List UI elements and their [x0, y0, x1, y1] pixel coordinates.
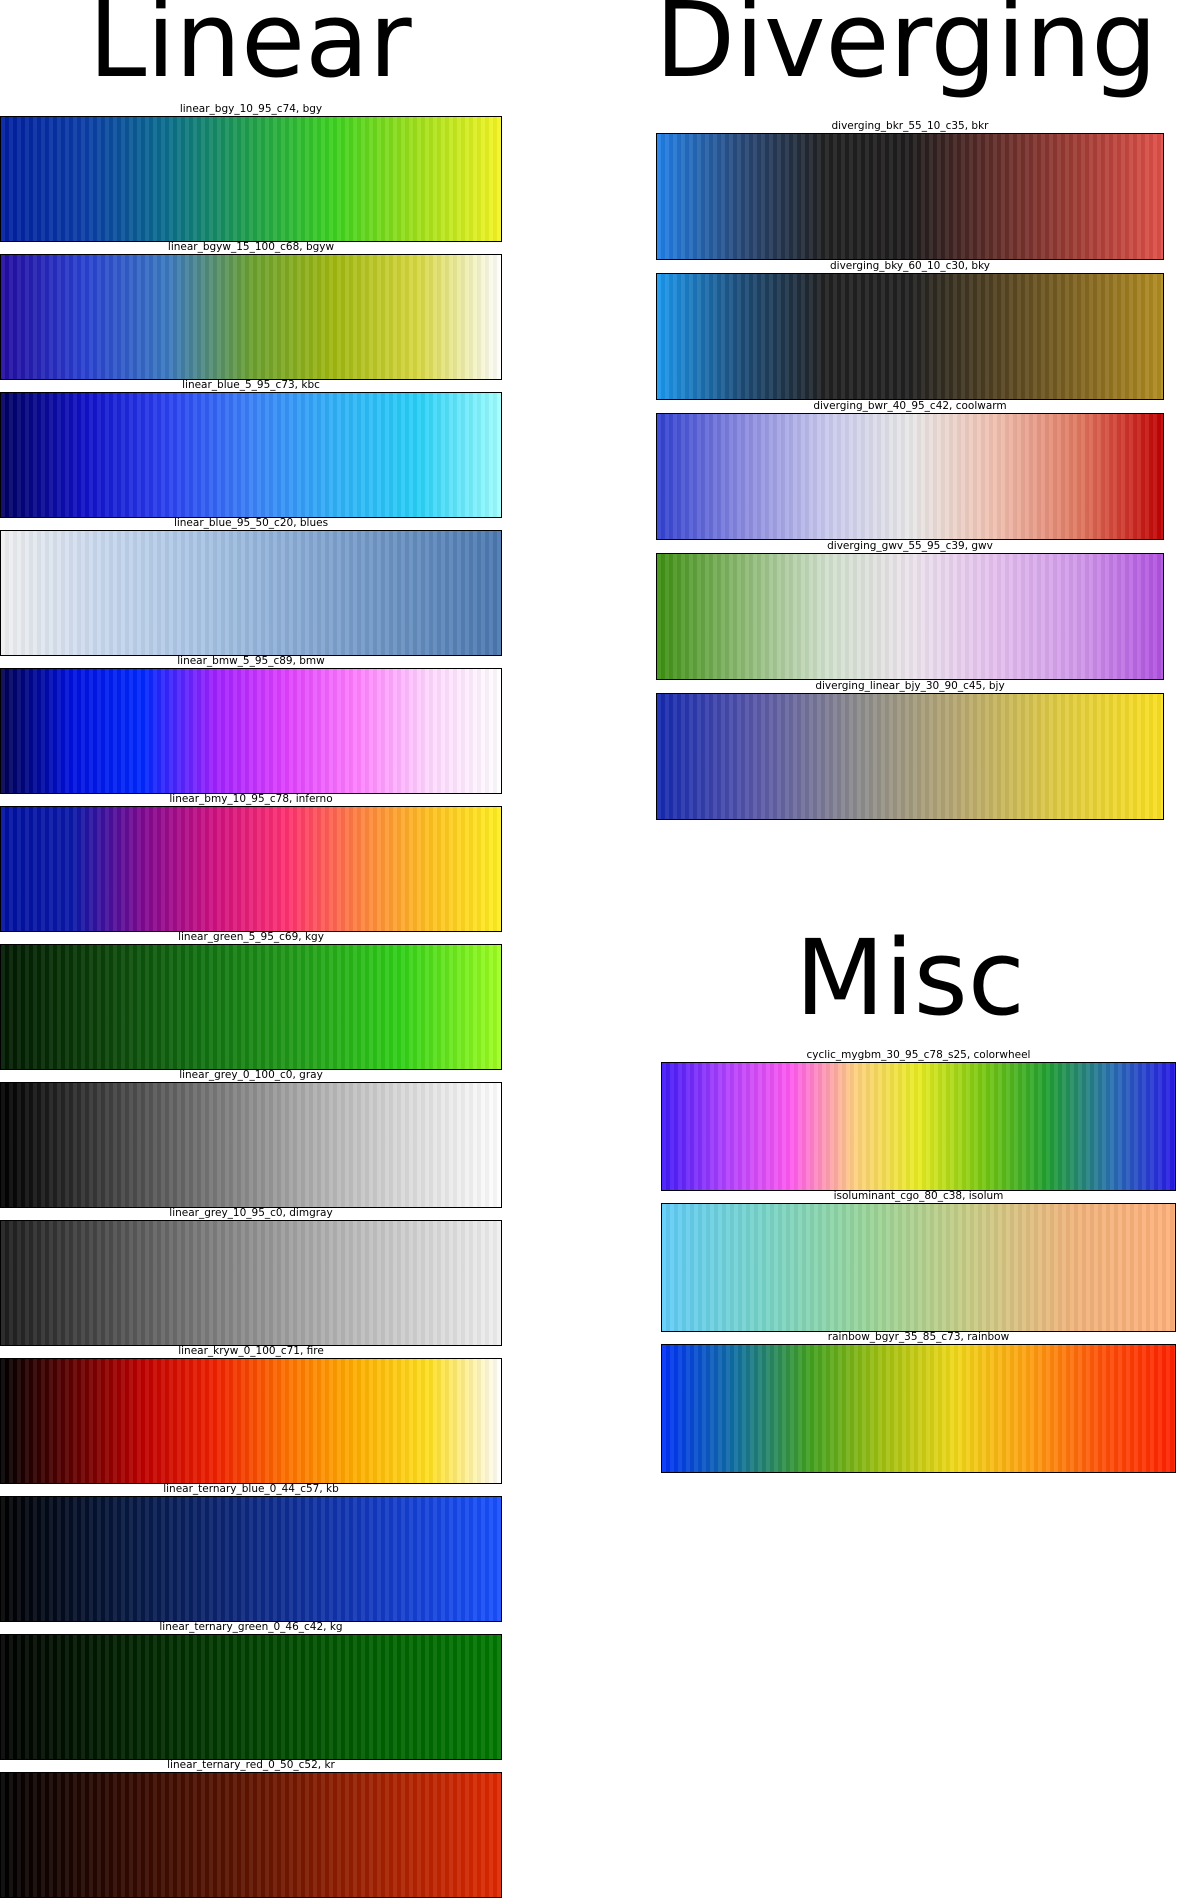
- colormap-gradient-bar: [0, 530, 502, 656]
- colormap-label: isoluminant_cgo_80_c38, isolum: [833, 1190, 1004, 1202]
- heading-diverging: Diverging: [655, 0, 1158, 101]
- colormap-gradient-bar: [0, 1358, 502, 1484]
- colormap-label: linear_grey_0_100_c0, gray: [179, 1069, 323, 1081]
- colormap-gradient-bar: [656, 413, 1164, 540]
- colormap-label: linear_bgy_10_95_c74, bgy: [179, 103, 323, 115]
- colormap-label: diverging_bky_60_10_c30, bky: [830, 260, 990, 272]
- colormap-label: cyclic_mygbm_30_95_c78_s25, colorwheel: [806, 1049, 1031, 1061]
- colormap-stripe-texture: [1, 1083, 501, 1207]
- colormap-label: linear_green_5_95_c69, kgy: [178, 931, 324, 943]
- colormap-stripe-texture: [657, 554, 1163, 679]
- colormap-stripe-texture: [657, 274, 1163, 399]
- linear-colormap: linear_blue_5_95_c73, kbc: [0, 378, 502, 518]
- diverging-colormap: diverging_gwv_55_95_c39, gwv: [656, 539, 1164, 680]
- colormap-stripe-texture: [657, 694, 1163, 819]
- colormap-gradient-bar: [0, 1082, 502, 1208]
- colormap-gradient-bar: [0, 1496, 502, 1622]
- colormap-label: linear_blue_95_50_c20, blues: [173, 517, 329, 529]
- colormap-stripe-texture: [662, 1345, 1175, 1472]
- colormap-stripe-texture: [657, 134, 1163, 259]
- colormap-stripe-texture: [1, 255, 501, 379]
- colormap-stripe-texture: [1, 1359, 501, 1483]
- colormap-label: linear_bmy_10_95_c78, inferno: [169, 793, 333, 805]
- linear-colormap: linear_grey_0_100_c0, gray: [0, 1068, 502, 1208]
- linear-colormap: linear_bgyw_15_100_c68, bgyw: [0, 240, 502, 380]
- linear-colormap: linear_ternary_red_0_50_c52, kr: [0, 1758, 502, 1898]
- colormap-gradient-bar: [0, 116, 502, 242]
- heading-linear: Linear: [88, 0, 412, 101]
- colormap-stripe-texture: [1, 393, 501, 517]
- colormap-gradient-bar: [656, 693, 1164, 820]
- diverging-colormap: diverging_bky_60_10_c30, bky: [656, 259, 1164, 400]
- colormap-gradient-bar: [0, 806, 502, 932]
- colormap-gradient-bar: [656, 273, 1164, 400]
- colormap-label: linear_grey_10_95_c0, dimgray: [169, 1207, 333, 1219]
- colormap-gradient-bar: [0, 1772, 502, 1898]
- colormap-gradient-bar: [0, 1634, 502, 1760]
- misc-colormap: cyclic_mygbm_30_95_c78_s25, colorwheel: [661, 1048, 1176, 1191]
- colormap-stripe-texture: [1, 1635, 501, 1759]
- colormap-label: linear_ternary_red_0_50_c52, kr: [167, 1759, 335, 1771]
- diverging-colormap: diverging_bkr_55_10_c35, bkr: [656, 119, 1164, 260]
- colormap-gradient-bar: [0, 392, 502, 518]
- colormap-gradient-bar: [0, 254, 502, 380]
- colormap-label: diverging_bwr_40_95_c42, coolwarm: [813, 400, 1007, 412]
- colormap-gradient-bar: [0, 668, 502, 794]
- linear-colormap: linear_bmy_10_95_c78, inferno: [0, 792, 502, 932]
- colormap-label: diverging_gwv_55_95_c39, gwv: [827, 540, 993, 552]
- diverging-colormap: diverging_linear_bjy_30_90_c45, bjy: [656, 679, 1164, 820]
- colormap-label: rainbow_bgyr_35_85_c73, rainbow: [827, 1331, 1010, 1343]
- colormap-stripe-texture: [1, 807, 501, 931]
- linear-colormap: linear_green_5_95_c69, kgy: [0, 930, 502, 1070]
- linear-colormap: linear_ternary_green_0_46_c42, kg: [0, 1620, 502, 1760]
- colormap-stripe-texture: [662, 1204, 1175, 1331]
- colormap-stripe-texture: [1, 531, 501, 655]
- colormap-gradient-bar: [661, 1344, 1176, 1473]
- colormap-gradient-bar: [661, 1062, 1176, 1191]
- colormap-label: linear_kryw_0_100_c71, fire: [178, 1345, 324, 1357]
- linear-colormap: linear_ternary_blue_0_44_c57, kb: [0, 1482, 502, 1622]
- colormap-gradient-bar: [661, 1203, 1176, 1332]
- diverging-colormap: diverging_bwr_40_95_c42, coolwarm: [656, 399, 1164, 540]
- colormap-stripe-texture: [1, 1221, 501, 1345]
- colormap-gradient-bar: [0, 1220, 502, 1346]
- colormap-gradient-bar: [656, 553, 1164, 680]
- colormap-label: diverging_linear_bjy_30_90_c45, bjy: [815, 680, 1005, 692]
- colormap-stripe-texture: [1, 945, 501, 1069]
- colormap-stripe-texture: [1, 117, 501, 241]
- colormap-stripe-texture: [662, 1063, 1175, 1190]
- colormap-stripe-texture: [1, 1497, 501, 1621]
- colormap-label: linear_ternary_green_0_46_c42, kg: [159, 1621, 343, 1633]
- colormap-stripe-texture: [657, 414, 1163, 539]
- colormap-gradient-bar: [656, 133, 1164, 260]
- colormap-stripe-texture: [1, 669, 501, 793]
- linear-colormap: linear_kryw_0_100_c71, fire: [0, 1344, 502, 1484]
- colormap-label: diverging_bkr_55_10_c35, bkr: [831, 120, 989, 132]
- heading-misc: Misc: [795, 917, 1025, 1039]
- colormap-stripe-texture: [1, 1773, 501, 1897]
- misc-colormap: rainbow_bgyr_35_85_c73, rainbow: [661, 1330, 1176, 1473]
- colormap-label: linear_bgyw_15_100_c68, bgyw: [167, 241, 335, 253]
- colormap-gradient-bar: [0, 944, 502, 1070]
- linear-colormap: linear_bgy_10_95_c74, bgy: [0, 102, 502, 242]
- colormap-label: linear_ternary_blue_0_44_c57, kb: [163, 1483, 339, 1495]
- linear-colormap: linear_grey_10_95_c0, dimgray: [0, 1206, 502, 1346]
- misc-colormap: isoluminant_cgo_80_c38, isolum: [661, 1189, 1176, 1332]
- linear-colormap: linear_bmw_5_95_c89, bmw: [0, 654, 502, 794]
- colormap-label: linear_blue_5_95_c73, kbc: [182, 379, 320, 391]
- linear-colormap: linear_blue_95_50_c20, blues: [0, 516, 502, 656]
- colormap-label: linear_bmw_5_95_c89, bmw: [177, 655, 325, 667]
